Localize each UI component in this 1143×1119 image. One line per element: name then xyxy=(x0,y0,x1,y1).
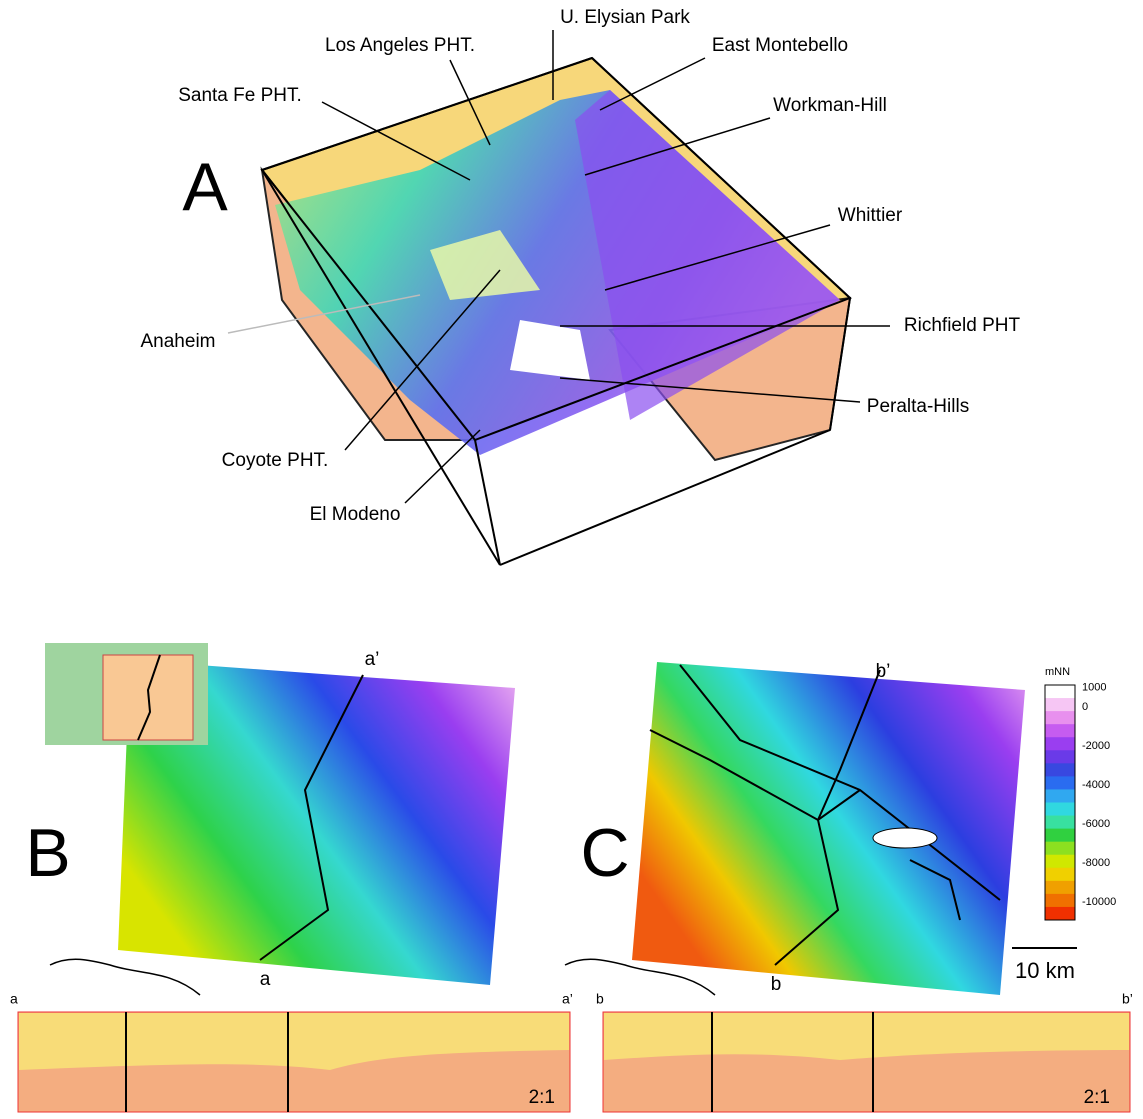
colorbar-tick-label: -6000 xyxy=(1082,818,1110,830)
colorbar-step xyxy=(1045,868,1075,882)
section-start: b xyxy=(596,991,604,1007)
colorbar-step xyxy=(1045,776,1075,790)
panel-letter: C xyxy=(580,815,629,891)
colorbar-step xyxy=(1045,855,1075,869)
profile-label: a xyxy=(260,969,271,990)
colorbar-step xyxy=(1045,698,1075,712)
profile-label: b’ xyxy=(876,661,891,682)
colorbar: mNN 1000 0 -2000 -4000 -6000 -8000 -10000 xyxy=(1045,666,1116,921)
colorbar-tick-label: 1000 xyxy=(1082,681,1106,693)
colorbar-unit: mNN xyxy=(1045,666,1070,678)
panel-letter: B xyxy=(25,815,70,891)
map-b xyxy=(45,643,515,995)
profile-label: a’ xyxy=(365,649,380,670)
scale-label: 10 km xyxy=(1015,958,1075,983)
fault-label: Coyote PHT. xyxy=(222,450,329,471)
colorbar-step xyxy=(1045,737,1075,751)
colorbar-step xyxy=(1045,711,1075,725)
panel-letter: A xyxy=(182,149,228,225)
colorbar-step xyxy=(1045,881,1075,895)
section-scale: 2:1 xyxy=(529,1087,555,1108)
fault-label: East Montebello xyxy=(712,35,848,56)
section-start: a xyxy=(10,991,18,1007)
colorbar-step xyxy=(1045,724,1075,738)
colorbar-step xyxy=(1045,842,1075,856)
fault-label: U. Elysian Park xyxy=(560,7,690,28)
profile-label: b xyxy=(771,974,782,995)
section-end: a’ xyxy=(562,991,573,1007)
colorbar-step xyxy=(1045,894,1075,908)
fault-label: Anaheim xyxy=(141,331,216,352)
map-c xyxy=(565,662,1025,995)
sections xyxy=(18,1012,1130,1112)
fault-label: Los Angeles PHT. xyxy=(325,35,475,56)
fault-label: Workman-Hill xyxy=(773,95,887,116)
colorbar-tick-label: -2000 xyxy=(1082,740,1110,752)
colorbar-step xyxy=(1045,803,1075,817)
fault-label: Whittier xyxy=(838,205,903,226)
section-scale: 2:1 xyxy=(1084,1087,1110,1108)
colorbar-step xyxy=(1045,829,1075,843)
colorbar-step xyxy=(1045,750,1075,764)
fault-label: Richfield PHT xyxy=(904,315,1021,336)
figure: U. Elysian Park Los Angeles PHT. East Mont… xyxy=(0,0,1143,1114)
colorbar-step xyxy=(1045,763,1075,777)
colorbar-tick-label: -8000 xyxy=(1082,857,1110,869)
fault-label: El Modeno xyxy=(310,504,401,525)
section-end: b’ xyxy=(1122,991,1133,1007)
colorbar-step xyxy=(1045,907,1075,921)
fault-label: Santa Fe PHT. xyxy=(178,85,302,106)
colorbar-tick-label: 0 xyxy=(1082,701,1088,713)
colorbar-step xyxy=(1045,685,1075,699)
colorbar-step xyxy=(1045,789,1075,803)
fault-label: Peralta-Hills xyxy=(867,396,969,417)
colorbar-tick-label: -10000 xyxy=(1082,896,1116,908)
coastline xyxy=(50,959,200,995)
colorbar-tick-label: -4000 xyxy=(1082,779,1110,791)
block-diagram xyxy=(262,58,850,565)
colorbar-step xyxy=(1045,816,1075,830)
